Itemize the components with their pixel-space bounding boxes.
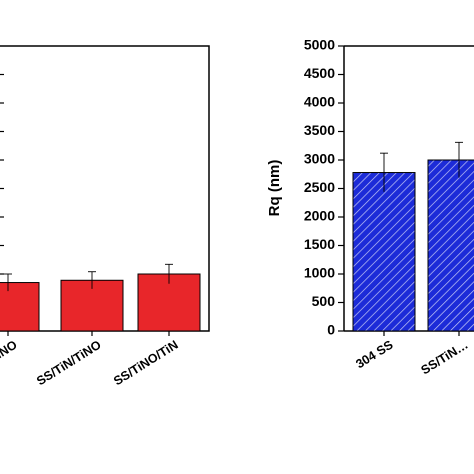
right-y-ticks: 0 500 1000 1500 2000 2500 3000 3500 4000 4500 5000 bbox=[304, 37, 344, 338]
left-category-label: SS/TiN/TiNO bbox=[34, 338, 104, 389]
right-y-tick-label: 3000 bbox=[304, 151, 335, 167]
right-bars bbox=[352, 141, 474, 336]
right-y-tick-label: 2000 bbox=[304, 208, 335, 224]
right-y-tick-label: 500 bbox=[312, 293, 336, 309]
left-y-ticks bbox=[0, 73, 4, 304]
left-bars bbox=[0, 263, 201, 336]
left-category-label: SS/TiNO/TiN bbox=[111, 338, 180, 389]
right-y-tick-label: 0 bbox=[327, 322, 335, 338]
right-x-labels: 304 SS SS/TiN… bbox=[353, 338, 470, 378]
right-bar bbox=[427, 159, 474, 332]
right-y-tick-label: 1000 bbox=[304, 265, 335, 281]
right-y-axis-title: Rq (nm) bbox=[266, 160, 283, 217]
right-y-tick-label: 2500 bbox=[304, 179, 335, 195]
right-bar bbox=[352, 172, 416, 332]
right-category-label: SS/TiN… bbox=[419, 338, 471, 378]
right-y-tick-label: 3500 bbox=[304, 122, 335, 138]
right-y-tick-label: 4500 bbox=[304, 65, 335, 81]
left-x-labels: …iNO SS/TiN/TiNO SS/TiNO/TiN bbox=[0, 338, 181, 389]
right-y-tick-label: 5000 bbox=[304, 37, 335, 53]
right-panel: 0 500 1000 1500 2000 2500 3000 3500 4000 4500 5000… bbox=[266, 37, 474, 378]
right-category-label: 304 SS bbox=[353, 338, 395, 372]
left-category-label: …iNO bbox=[0, 338, 20, 368]
right-y-tick-label: 4000 bbox=[304, 94, 335, 110]
left-panel: …iNO SS/TiN/TiNO SS/TiNO/TiN bbox=[0, 45, 210, 389]
right-y-tick-label: 1500 bbox=[304, 236, 335, 252]
left-bar bbox=[0, 282, 40, 332]
